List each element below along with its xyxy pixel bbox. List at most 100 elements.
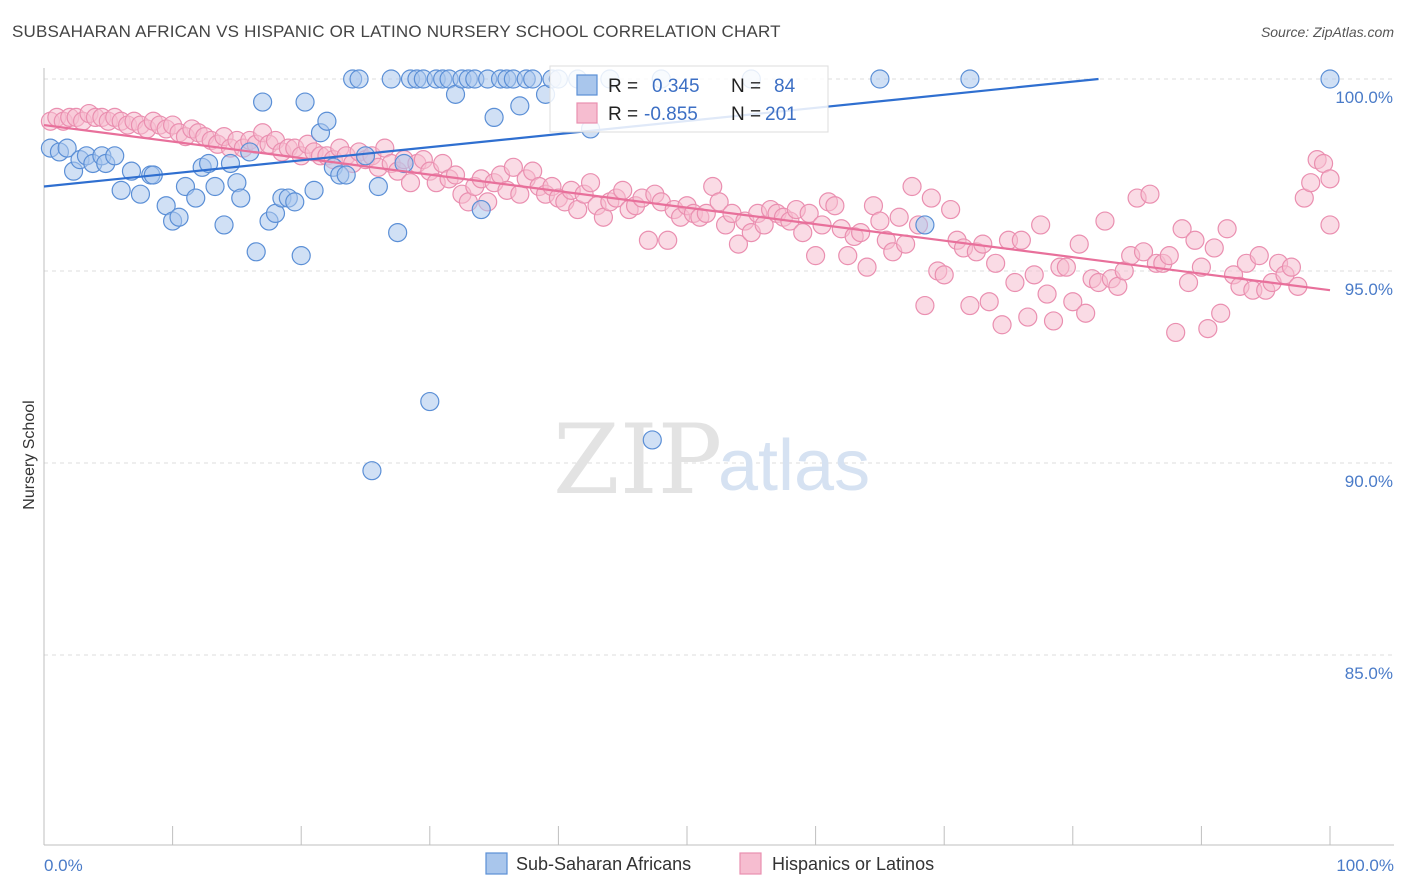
hispanic-point [857,257,877,277]
subsaharan-point [523,69,543,89]
subsaharan-point [169,207,189,227]
subsaharan-trend-line [43,77,1099,188]
subsaharan-point [362,461,382,481]
subsaharan-point [471,199,491,220]
hispanic-point [1191,257,1212,277]
subsaharan-point [317,111,337,131]
hispanic-point [1043,311,1064,331]
hispanic-point [400,173,421,193]
hispanic-point [638,230,659,250]
subsaharan-point [111,180,131,200]
subsaharan-point [304,180,324,200]
stats-box: R = 0.345 N = 84 R = -0.855 N = 201 [549,65,829,133]
hispanic-point [921,188,941,208]
hispanic-point [1069,234,1089,254]
x-tick-label-max: 100.0% [1336,856,1394,875]
source-credit: Source: ZipAtlas.com [1260,24,1394,40]
subsaharan-point [295,92,315,112]
subsaharan-point [186,188,206,208]
stats-blue-r-value: 0.345 [652,76,700,97]
subsaharan-point [915,215,935,235]
hispanic-point [1018,307,1038,327]
x-tick-label-min: 0.0% [44,856,83,875]
legend-label-hispanic: Hispanics or Latinos [772,854,934,874]
subsaharan-point [484,107,504,128]
subsaharan-point [121,161,142,181]
hispanic-point [1063,292,1083,312]
hispanic-point [1159,246,1179,266]
hispanic-point [1095,211,1115,231]
stats-pink-n-value: 201 [765,104,797,125]
hispanic-point [915,295,935,316]
subsaharan-point [57,138,77,158]
stats-blue-n-value: 84 [774,76,796,97]
stats-pink-r-label: R = [608,104,638,125]
hispanic-trend-line [43,123,1331,292]
hispanic-point [580,173,601,193]
subsaharan-point [246,242,266,262]
hispanic-point [793,223,813,243]
hispanic-points [40,103,1340,343]
hispanic-point [838,246,858,266]
subsaharan-point [105,146,125,166]
hispanic-point [1005,272,1025,293]
subsaharan-point [205,176,225,197]
subsaharan-point [349,69,369,89]
hispanic-point [992,315,1012,335]
legend-label-subsaharan: Sub-Saharan Africans [516,854,691,874]
stats-blue-r-label: R = [608,76,638,97]
subsaharan-point [220,153,241,174]
hispanic-point [889,207,909,227]
subsaharan-point [394,153,414,174]
hispanic-point [1301,173,1321,193]
subsaharan-point [1320,69,1340,89]
hispanic-point [825,196,845,216]
hispanic-point [986,253,1006,273]
hispanic-point [1037,284,1057,304]
subsaharan-point [420,391,440,412]
subsaharan-point [870,69,890,89]
hispanic-point [934,265,954,285]
hispanic-point [941,199,961,220]
trend-lines [43,77,1331,292]
hispanic-point [1031,215,1051,235]
y-tick-label: 100.0% [1335,88,1393,107]
hispanic-point [1204,238,1224,258]
legend: Sub-Saharan Africans Hispanics or Latino… [485,852,934,875]
hispanic-point [1024,265,1044,285]
hispanic-point [1198,319,1218,339]
hispanic-point [1217,219,1237,239]
hispanic-point [613,180,633,200]
hispanic-point [1056,257,1076,277]
watermark-zip: ZIP [553,404,722,516]
hispanic-point [1185,230,1205,250]
axes [43,68,1394,846]
hispanic-point [805,246,826,266]
subsaharan-point [285,192,305,212]
hispanic-point [902,176,922,197]
hispanic-point [445,165,466,185]
hispanic-point [979,292,999,312]
hispanic-point [1140,184,1160,204]
hispanic-point [1281,257,1302,277]
legend-swatch-subsaharan [485,852,508,875]
subsaharan-point [336,165,356,185]
stats-blue-n-label: N = [731,76,761,97]
hispanic-point [728,234,749,254]
hispanic-point [1320,215,1340,235]
y-tick-label: 85.0% [1345,664,1393,683]
y-tick-label: 95.0% [1345,280,1393,299]
stats-swatch-pink [576,102,598,124]
hispanic-point [1133,242,1154,262]
subsaharan-point [291,246,311,266]
subsaharan-point [960,69,980,89]
subsaharan-point [130,184,151,204]
x-ticks [43,826,1331,845]
hispanic-point [851,223,871,243]
subsaharan-point [231,188,251,208]
y-axis-title: Nursery School [21,400,38,509]
stats-pink-n-label: N = [731,104,761,125]
subsaharan-point [199,153,219,174]
hispanic-point [1178,272,1199,293]
